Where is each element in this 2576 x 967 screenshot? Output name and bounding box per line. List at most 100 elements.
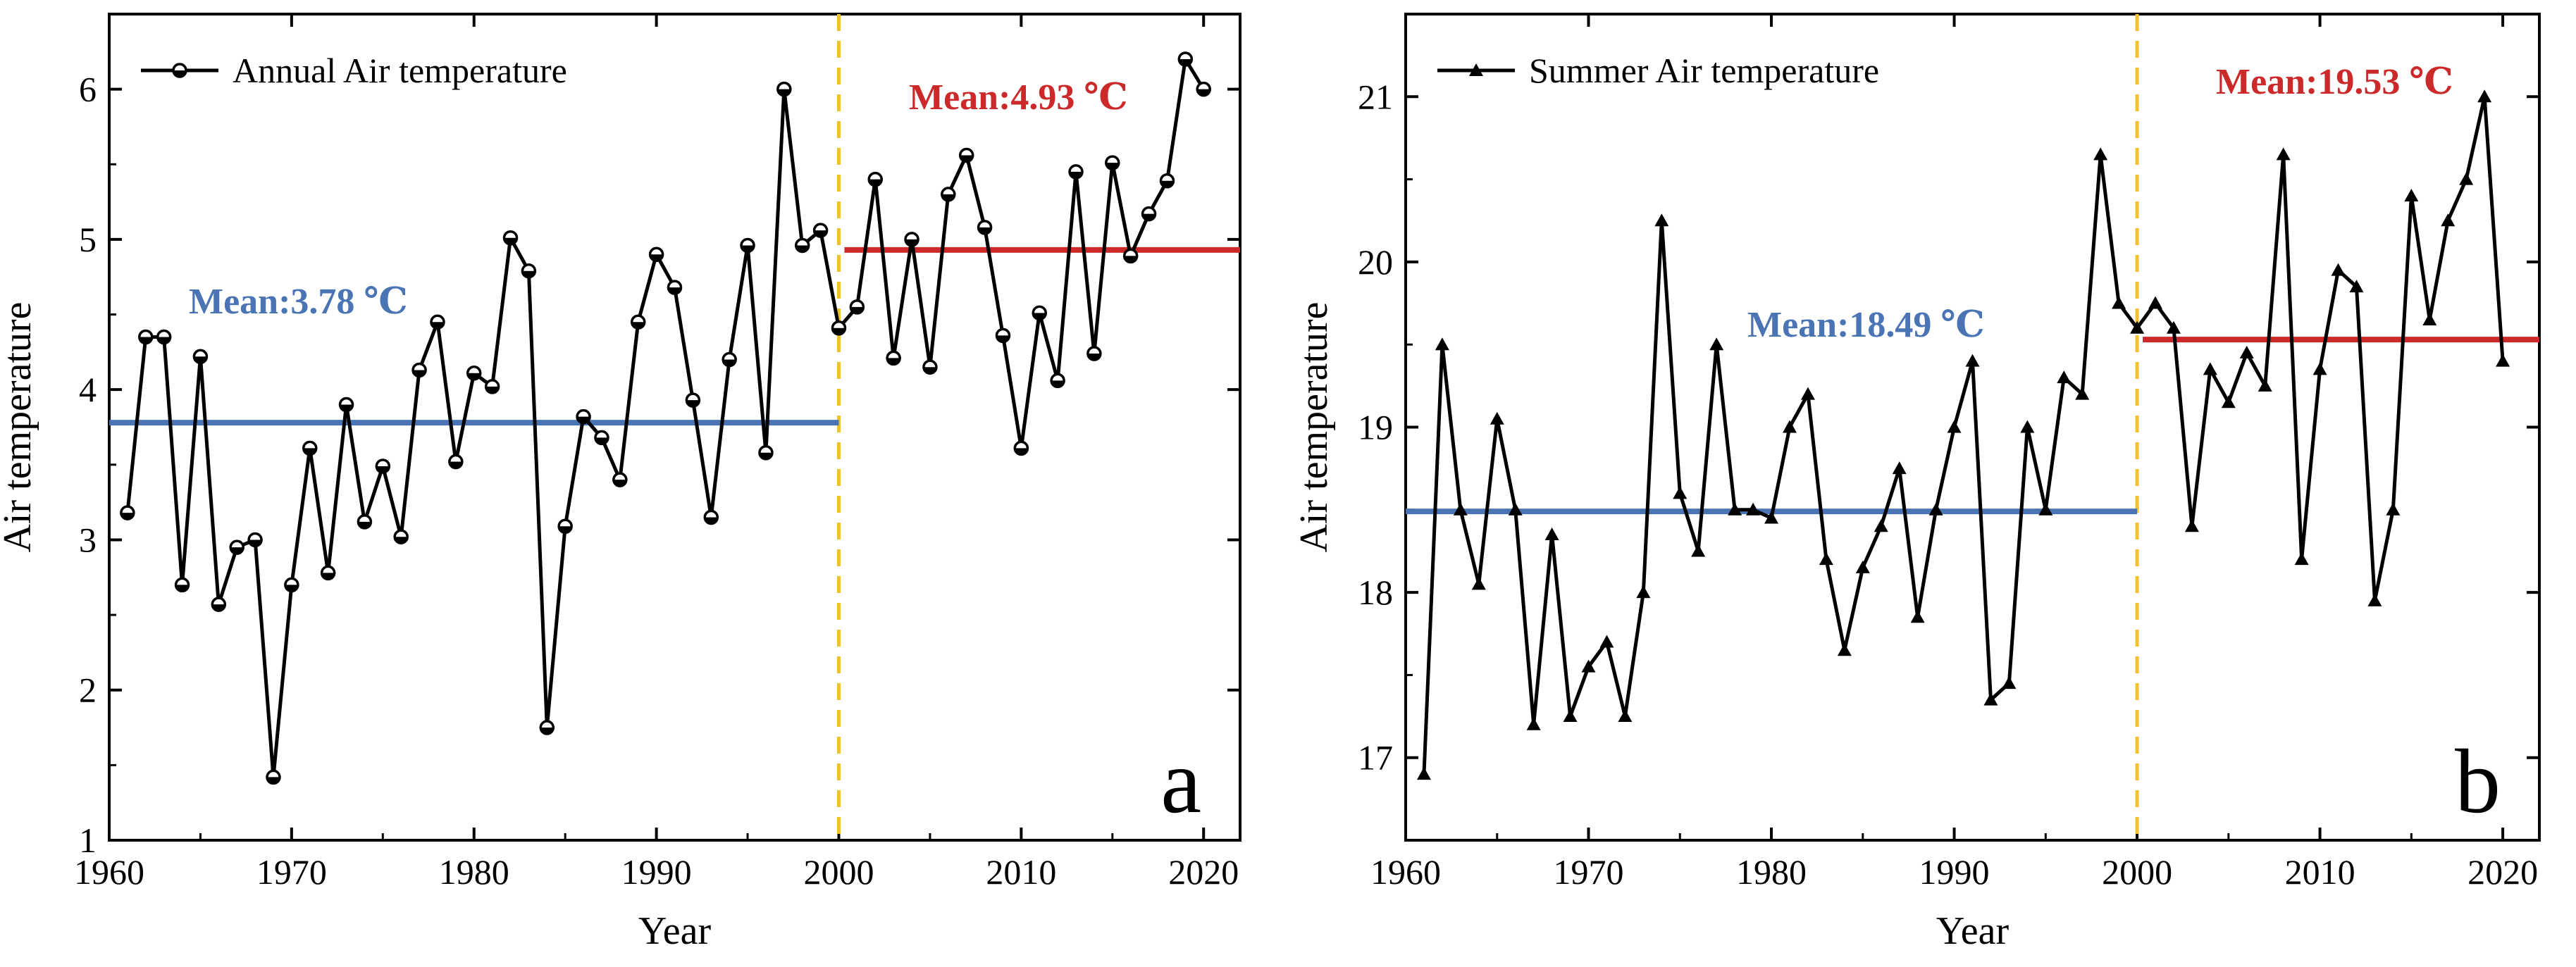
data-point — [2349, 280, 2364, 293]
data-point — [1728, 502, 1742, 516]
panel-letter: a — [1160, 731, 1201, 832]
data-point — [1544, 527, 1559, 540]
data-point — [2184, 519, 2199, 532]
data-point — [2057, 370, 2072, 384]
mean-label-after-2000: Mean:4.93 ℃ — [909, 77, 1128, 118]
data-point-fill — [996, 335, 1010, 342]
x-tick-label: 2000 — [803, 852, 874, 892]
data-point — [1837, 643, 1852, 656]
plot-frame — [108, 13, 1241, 842]
data-point-fill — [376, 466, 390, 473]
data-point-fill — [723, 359, 736, 366]
mean-label-after-2000: Mean:19.53 ℃ — [2216, 62, 2453, 102]
data-point-fill — [869, 179, 882, 186]
data-point-fill — [941, 194, 955, 201]
data-point — [1508, 502, 1523, 516]
data-point — [1874, 519, 1888, 532]
data-point-fill — [175, 585, 189, 592]
data-point-fill — [321, 573, 335, 580]
mean-label-before-2000: Mean:18.49 ℃ — [1747, 305, 1985, 345]
data-point-fill — [960, 155, 973, 162]
data-point-fill — [1197, 89, 1210, 96]
data-point-fill — [777, 89, 791, 96]
x-tick-label: 2000 — [2102, 852, 2172, 892]
data-point — [2038, 502, 2053, 516]
data-point — [2312, 362, 2327, 375]
x-tick-label: 1990 — [1919, 852, 1990, 892]
data-point — [1800, 387, 1815, 400]
data-point-fill — [194, 356, 207, 363]
data-point — [2075, 387, 2090, 400]
data-point-fill — [139, 337, 152, 344]
y-tick-label: 5 — [79, 220, 97, 259]
data-point — [2130, 320, 2145, 334]
data-point-fill — [303, 448, 316, 455]
data-point — [1654, 213, 1669, 227]
data-point — [1673, 486, 1688, 499]
data-point-fill — [1070, 171, 1083, 178]
x-tick-label: 1960 — [74, 852, 144, 892]
data-point — [1983, 692, 1998, 706]
data-point-fill — [613, 480, 626, 487]
data-point-fill — [449, 461, 462, 468]
data-point — [1599, 635, 1614, 648]
data-point — [1691, 544, 1706, 557]
data-point-fill — [1179, 58, 1192, 65]
data-point-fill — [504, 237, 517, 244]
data-point-fill — [1015, 448, 1028, 455]
data-point-fill — [668, 287, 681, 294]
data-point-fill — [212, 604, 225, 611]
data-point — [1453, 502, 1468, 516]
y-tick-label: 1 — [79, 821, 97, 860]
series-line — [125, 57, 1206, 779]
data-point-fill — [650, 254, 663, 261]
data-point — [1947, 420, 1962, 433]
data-point-fill — [413, 370, 426, 377]
x-tick-label: 2020 — [2467, 852, 2538, 892]
x-tick-label: 2010 — [2285, 852, 2355, 892]
data-point-fill — [905, 239, 919, 246]
legend-marker-fill — [173, 70, 186, 77]
data-point — [2203, 362, 2217, 375]
data-point — [2367, 593, 2382, 606]
data-point-fill — [266, 777, 280, 784]
data-point — [2386, 502, 2401, 516]
data-point-fill — [814, 230, 827, 237]
data-point — [2294, 552, 2309, 566]
x-axis-label: Year — [1936, 909, 2010, 953]
legend-summer: Summer Air temperature — [1437, 51, 1879, 90]
y-tick-label: 17 — [1358, 738, 1393, 778]
data-point-fill — [795, 245, 809, 252]
data-point-fill — [832, 327, 846, 335]
series-line — [1422, 94, 2505, 775]
data-point-fill — [395, 537, 408, 544]
y-tick-label: 19 — [1358, 408, 1393, 447]
data-point — [2239, 345, 2254, 358]
data-point — [1563, 709, 1578, 723]
data-point-fill — [1106, 163, 1119, 170]
data-point-fill — [431, 322, 444, 329]
y-axis-label: Air temperature — [1292, 301, 1336, 552]
data-point — [2404, 189, 2419, 202]
x-tick-label: 1970 — [1554, 852, 1624, 892]
data-point-fill — [923, 367, 936, 374]
data-point — [1618, 709, 1633, 723]
data-point-fill — [1160, 180, 1174, 187]
data-point-fill — [741, 245, 755, 252]
legend-label: Summer Air temperature — [1529, 51, 1879, 90]
y-axis-label: Air temperature — [0, 301, 39, 552]
legend-label: Annual Air temperature — [233, 51, 567, 90]
data-point — [2221, 395, 2236, 408]
data-point — [2422, 313, 2437, 326]
data-point — [2477, 89, 2492, 103]
y-tick-label: 4 — [79, 370, 97, 409]
y-tick-label: 20 — [1358, 242, 1393, 282]
data-point-fill — [522, 270, 535, 277]
y-tick-label: 6 — [79, 70, 97, 109]
data-point — [1928, 502, 1943, 516]
data-point — [1892, 461, 1907, 475]
data-point — [1526, 717, 1541, 730]
data-point — [1416, 767, 1431, 780]
x-axis-label: Year — [638, 909, 712, 953]
